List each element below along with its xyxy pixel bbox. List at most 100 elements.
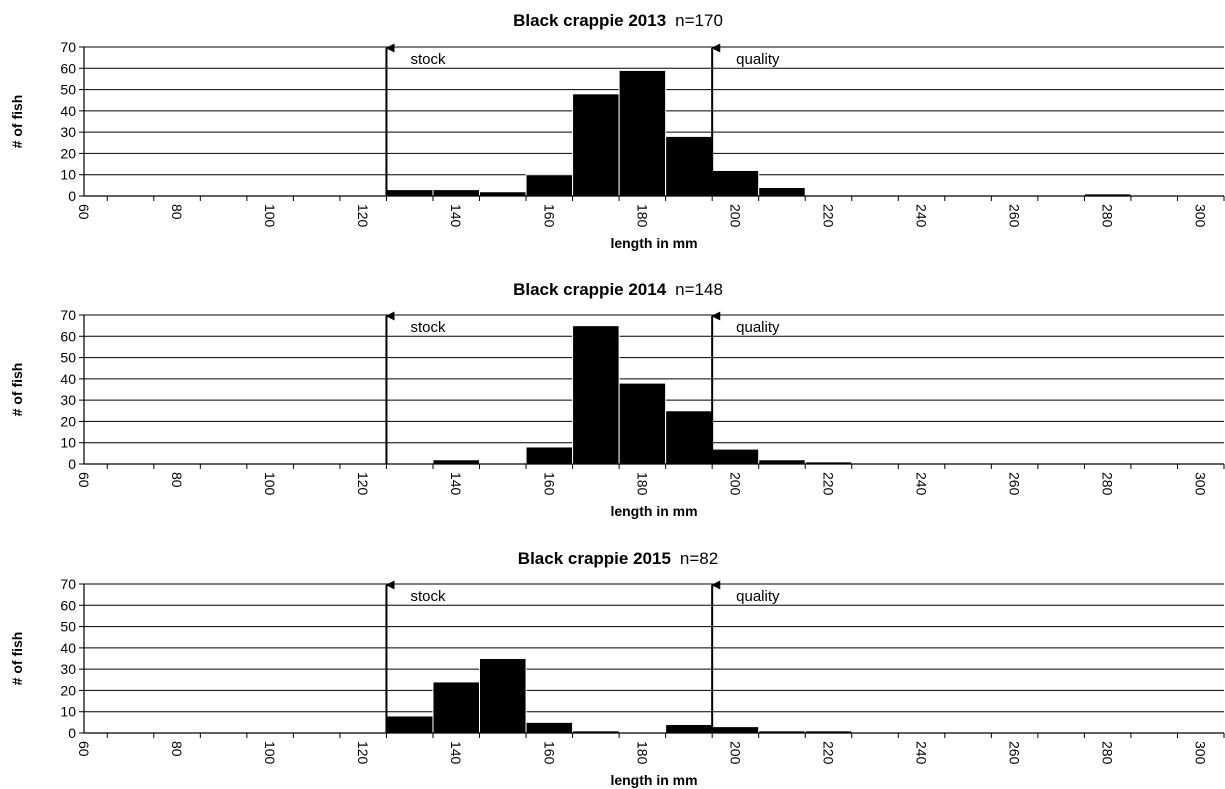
y-tick-label: 20 xyxy=(60,145,76,161)
chart-title: Black crappie 2015 xyxy=(518,549,671,568)
x-tick-label: 80 xyxy=(169,204,185,220)
x-tick-label: 200 xyxy=(727,204,743,228)
x-tick-label: 300 xyxy=(1193,204,1209,228)
x-tick-label: 280 xyxy=(1100,204,1116,228)
chart-sample-size: n=82 xyxy=(680,549,718,568)
x-tick-label: 240 xyxy=(914,741,930,765)
y-tick-label: 60 xyxy=(60,328,76,344)
x-tick-label: 80 xyxy=(169,472,185,488)
annotation-label-stock: stock xyxy=(410,51,446,68)
x-tick-label: 260 xyxy=(1007,204,1023,228)
chart-sample-size: n=170 xyxy=(675,11,723,30)
x-axis-label: length in mm xyxy=(610,772,697,788)
chart-panel-1: Black crappie 2013 n=170 0 10 20 30 40 50 60 70 60… xyxy=(9,11,1225,251)
y-tick-label: 40 xyxy=(60,103,76,119)
x-tick-label: 200 xyxy=(727,472,743,496)
x-tick-label: 260 xyxy=(1007,472,1023,496)
y-axis-label: # of fish xyxy=(9,632,25,686)
y-tick-label: 30 xyxy=(60,661,76,677)
y-tick-label: 60 xyxy=(60,597,76,613)
x-tick-label: 140 xyxy=(448,741,464,765)
histogram-bar xyxy=(758,459,806,465)
histogram-bar xyxy=(665,135,713,197)
x-tick-label: 80 xyxy=(169,741,185,757)
chart-title: Black crappie 2014 xyxy=(513,280,667,299)
histogram-bar xyxy=(432,459,481,465)
histogram-bar xyxy=(711,169,760,197)
histogram-bar xyxy=(432,189,481,197)
x-tick-label: 160 xyxy=(541,204,557,228)
y-tick-label: 40 xyxy=(60,640,76,656)
y-tick-label: 30 xyxy=(60,124,76,140)
histogram-bar xyxy=(479,191,527,197)
chart-sample-size: n=148 xyxy=(675,280,723,299)
annotation-label-quality: quality xyxy=(736,319,780,336)
x-tick-label: 60 xyxy=(76,741,92,757)
chart-title: Black crappie 2013 xyxy=(513,11,666,30)
histogram-bar xyxy=(432,681,481,734)
y-tick-label: 70 xyxy=(60,307,76,323)
x-tick-label: 280 xyxy=(1100,741,1116,765)
annotation-label-stock: stock xyxy=(410,319,446,336)
x-tick-label: 300 xyxy=(1193,741,1209,765)
y-tick-label: 10 xyxy=(60,167,76,183)
annotation-label-stock: stock xyxy=(410,588,446,605)
y-tick-label: 0 xyxy=(68,188,76,204)
histogram-bar xyxy=(525,174,574,197)
y-tick-label: 0 xyxy=(68,456,76,472)
x-axis-label: length in mm xyxy=(610,503,697,519)
histogram-bar xyxy=(572,325,620,465)
histogram-bar xyxy=(711,448,760,465)
histogram-bar xyxy=(385,715,434,734)
y-tick-label: 50 xyxy=(60,619,76,635)
x-tick-label: 280 xyxy=(1100,472,1116,496)
x-tick-label: 100 xyxy=(262,204,278,228)
x-tick-label: 240 xyxy=(914,204,930,228)
x-axis-label: length in mm xyxy=(610,235,697,251)
histogram-bar xyxy=(618,69,667,197)
y-axis-label: # of fish xyxy=(9,95,25,149)
y-tick-label: 20 xyxy=(60,682,76,698)
histogram-bar xyxy=(479,658,527,734)
y-tick-label: 70 xyxy=(60,39,76,55)
y-tick-label: 30 xyxy=(60,392,76,408)
x-tick-label: 160 xyxy=(541,472,557,496)
x-tick-label: 220 xyxy=(820,204,836,228)
histogram-bar xyxy=(758,186,806,197)
x-tick-label: 160 xyxy=(541,741,557,765)
annotation-label-quality: quality xyxy=(736,588,780,605)
x-tick-label: 300 xyxy=(1193,472,1209,496)
y-tick-label: 50 xyxy=(60,350,76,366)
x-tick-label: 60 xyxy=(76,204,92,220)
annotation-label-quality: quality xyxy=(736,51,780,68)
x-tick-label: 140 xyxy=(448,472,464,496)
x-tick-label: 60 xyxy=(76,472,92,488)
x-tick-label: 100 xyxy=(262,741,278,765)
x-tick-label: 120 xyxy=(355,204,371,228)
y-tick-label: 0 xyxy=(68,725,76,741)
y-tick-label: 60 xyxy=(60,60,76,76)
histogram-bar xyxy=(385,189,434,197)
x-tick-label: 260 xyxy=(1007,741,1023,765)
histogram-bar xyxy=(665,723,713,734)
histogram-bar xyxy=(665,410,713,465)
y-tick-label: 40 xyxy=(60,371,76,387)
x-tick-label: 180 xyxy=(634,472,650,496)
y-tick-label: 50 xyxy=(60,82,76,98)
x-tick-label: 220 xyxy=(820,472,836,496)
chart-panel-2: Black crappie 2014 n=148 0 10 20 30 40 50 60 70 60… xyxy=(9,280,1225,519)
y-axis-label: # of fish xyxy=(9,363,25,417)
x-tick-label: 220 xyxy=(820,741,836,765)
y-tick-label: 70 xyxy=(60,576,76,592)
x-tick-label: 200 xyxy=(727,741,743,765)
chart-panel-3: Black crappie 2015 n=82 0 10 20 30 40 50 60 70 60 8… xyxy=(9,549,1225,788)
x-tick-label: 100 xyxy=(262,472,278,496)
x-tick-label: 140 xyxy=(448,204,464,228)
histogram-bar xyxy=(618,382,667,465)
x-tick-label: 180 xyxy=(634,741,650,765)
x-tick-label: 240 xyxy=(914,472,930,496)
x-tick-label: 120 xyxy=(355,741,371,765)
x-tick-label: 180 xyxy=(634,204,650,228)
x-tick-label: 120 xyxy=(355,472,371,496)
